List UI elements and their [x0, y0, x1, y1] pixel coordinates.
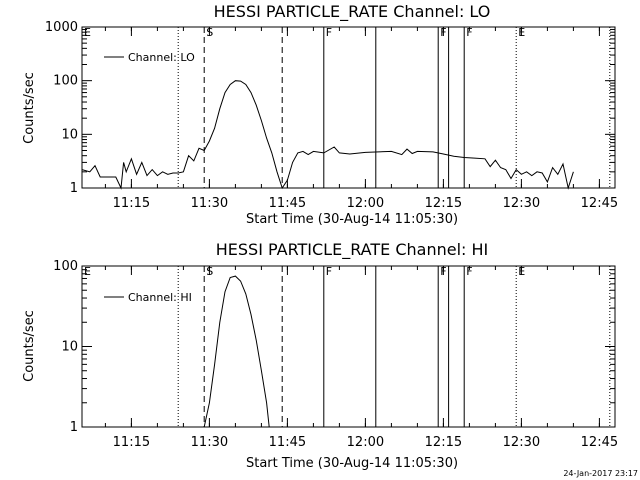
legend-label-lo: Channel: LO [128, 51, 195, 64]
flag-label-lo-8: F [466, 26, 472, 39]
x-tick-label-hi-12-45: 12:45 [581, 435, 618, 450]
x-tick-label-hi-12-30: 12:30 [503, 435, 540, 450]
x-tick-label-lo-12-45: 12:45 [581, 196, 618, 211]
timestamp: 24-Jan-2017 23:17 [563, 469, 638, 478]
flag-label-hi-8: F [466, 265, 472, 278]
panel-lo: HESSI PARTICLE_RATE Channel: LO ESFFFE 1… [22, 2, 618, 227]
y-tick-label-lo-100: 100 [53, 74, 78, 89]
x-tick-label-lo-11-45: 11:45 [269, 196, 306, 211]
x-ticks-lo: 11:15 11:30 11:45 12:00 12:15 12:30 12:45 [104, 27, 618, 211]
series-line-hi [203, 275, 270, 428]
flag-label-hi-0: E [84, 265, 91, 278]
y-tick-label-lo-1: 1 [70, 181, 78, 196]
series-line-lo [81, 80, 574, 190]
y-axis-label-lo: Counts/sec [22, 72, 37, 144]
flag-lines-hi: ESFFFE [81, 265, 611, 427]
x-tick-label-lo-12-30: 12:30 [503, 196, 540, 211]
x-ticks-hi: 11:15 11:30 11:45 12:00 12:15 12:30 12:45 [104, 266, 618, 450]
x-tick-label-lo-11-30: 11:30 [191, 196, 228, 211]
chart-title-hi: HESSI PARTICLE_RATE Channel: HI [216, 240, 489, 260]
flag-label-hi-4: F [326, 265, 332, 278]
panel-hi: HESSI PARTICLE_RATE Channel: HI ESFFFE 1… [22, 240, 618, 471]
legend-label-hi: Channel: HI [128, 291, 192, 304]
x-tick-label-lo-12-15: 12:15 [425, 196, 462, 211]
x-tick-label-hi-12-15: 12:15 [425, 435, 462, 450]
x-tick-label-hi-11-15: 11:15 [113, 435, 150, 450]
chart-title-lo: HESSI PARTICLE_RATE Channel: LO [214, 2, 491, 22]
y-ticks-lo: 1 10 100 1000 [45, 20, 615, 196]
y-axis-label-hi: Counts/sec [22, 310, 37, 382]
x-tick-label-lo-12-00: 12:00 [347, 196, 384, 211]
y-tick-label-hi-1: 1 [70, 420, 78, 435]
flag-label-lo-4: F [326, 26, 332, 39]
flag-label-lo-0: E [84, 26, 91, 39]
x-tick-label-lo-11-15: 11:15 [113, 196, 150, 211]
y-tick-label-lo-1000: 1000 [45, 20, 78, 35]
x-tick-label-hi-11-30: 11:30 [191, 435, 228, 450]
y-tick-label-hi-10: 10 [61, 340, 78, 355]
y-ticks-hi: 1 10 100 [53, 259, 615, 435]
plot-frame-lo [81, 26, 616, 189]
y-tick-label-lo-10: 10 [61, 127, 78, 142]
x-tick-label-hi-11-45: 11:45 [269, 435, 306, 450]
x-tick-label-hi-12-00: 12:00 [347, 435, 384, 450]
x-axis-label-lo: Start Time (30-Aug-14 11:05:30) [246, 212, 458, 227]
y-tick-label-hi-100: 100 [53, 259, 78, 274]
x-axis-label-hi: Start Time (30-Aug-14 11:05:30) [246, 456, 458, 471]
